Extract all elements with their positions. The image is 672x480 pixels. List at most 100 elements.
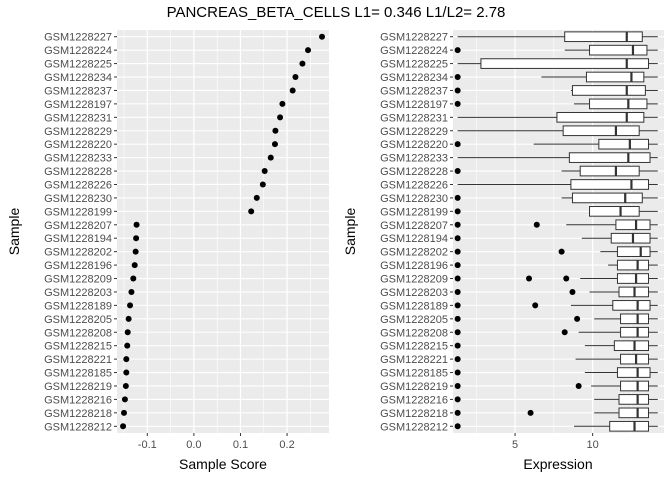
- y-tick-label: GSM1228212: [380, 421, 448, 433]
- y-axis-title: Sample: [342, 208, 358, 256]
- y-tick-label: GSM1228199: [44, 206, 112, 218]
- y-tick-label: GSM1228202: [44, 247, 112, 259]
- y-tick-label: GSM1228203: [44, 287, 112, 299]
- y-tick-label: GSM1228220: [380, 139, 448, 151]
- score-point: [279, 100, 286, 107]
- box-outlier: [454, 315, 461, 322]
- y-tick-label: GSM1228203: [380, 287, 448, 299]
- y-tick-label: GSM1228233: [44, 153, 112, 165]
- y-tick-label: GSM1228225: [44, 59, 112, 71]
- y-tick-label: GSM1228229: [380, 126, 448, 138]
- y-tick-label: GSM1228230: [44, 193, 112, 205]
- box-outlier: [533, 221, 540, 228]
- box-outlier: [454, 396, 461, 403]
- box-outlier: [454, 248, 461, 255]
- box-iqr: [609, 420, 649, 432]
- y-tick-label: GSM1228228: [44, 166, 112, 178]
- expression-panel: 5 10GSM1228227GSM1228224GSM1228225GSM1228…: [342, 30, 664, 472]
- score-point: [133, 221, 140, 228]
- box-outlier: [561, 329, 568, 336]
- y-tick-label: GSM1228199: [380, 206, 448, 218]
- box-outlier: [454, 87, 461, 94]
- x-tick-label: 0.2: [279, 439, 294, 451]
- score-point: [261, 168, 268, 175]
- box-outlier: [454, 302, 461, 309]
- score-point: [125, 315, 132, 322]
- box-iqr: [618, 394, 649, 405]
- x-tick-label: -0.1: [138, 439, 157, 451]
- box-iqr: [579, 165, 640, 177]
- box-outlier: [454, 369, 461, 376]
- score-point: [289, 87, 296, 94]
- score-point: [272, 127, 279, 134]
- box-outlier: [563, 275, 570, 282]
- y-tick-label: GSM1228189: [44, 300, 112, 312]
- box-outlier: [575, 382, 582, 389]
- score-point: [130, 275, 137, 282]
- y-tick-label: GSM1228197: [380, 99, 448, 111]
- score-point: [259, 181, 266, 188]
- score-point: [271, 141, 278, 148]
- score-point: [299, 60, 306, 67]
- score-point: [123, 356, 130, 363]
- box-iqr: [598, 138, 649, 150]
- box-iqr: [620, 326, 649, 338]
- y-tick-label: GSM1228234: [380, 72, 448, 84]
- y-tick-label: GSM1228194: [44, 233, 112, 245]
- score-point: [122, 382, 129, 389]
- box-iqr: [562, 125, 640, 137]
- box-iqr: [620, 353, 649, 365]
- score-point: [131, 262, 138, 269]
- score-point: [120, 409, 127, 416]
- score-point: [267, 154, 274, 161]
- box-outlier: [454, 275, 461, 282]
- box-outlier: [454, 329, 461, 336]
- y-tick-label: GSM1228226: [44, 179, 112, 191]
- y-tick-label: GSM1228196: [44, 260, 112, 272]
- box-iqr: [556, 111, 645, 123]
- score-point: [120, 423, 127, 430]
- score-point: [132, 248, 139, 255]
- y-tick-label: GSM1228237: [380, 85, 448, 97]
- box-outlier: [454, 235, 461, 242]
- y-tick-label: GSM1228229: [44, 126, 112, 138]
- box-outlier: [569, 288, 576, 295]
- score-point: [277, 114, 284, 121]
- x-tick-label: 5: [512, 439, 518, 451]
- x-tick-label: 10: [587, 439, 599, 451]
- y-tick-label: GSM1228215: [44, 341, 112, 353]
- box-outlier: [454, 288, 461, 295]
- y-tick-label: GSM1228224: [44, 45, 112, 57]
- score-point: [319, 33, 326, 40]
- box-iqr: [610, 232, 651, 244]
- box-outlier: [454, 382, 461, 389]
- panel-background: [453, 30, 664, 433]
- box-outlier: [454, 208, 461, 215]
- y-tick-label: GSM1228209: [380, 274, 448, 286]
- box-iqr: [612, 300, 651, 311]
- figure-title: PANCREAS_BETA_CELLS L1= 0.346 L1/L2= 2.7…: [167, 4, 506, 21]
- box-outlier: [454, 342, 461, 349]
- score-point: [121, 396, 128, 403]
- y-axis-title: Sample: [6, 208, 22, 256]
- y-tick-label: GSM1228221: [380, 354, 448, 366]
- y-tick-label: GSM1228185: [44, 368, 112, 380]
- y-tick-label: GSM1228197: [44, 99, 112, 111]
- box-outlier: [454, 100, 461, 107]
- box-outlier: [532, 302, 539, 309]
- box-iqr: [570, 179, 649, 190]
- y-tick-label: GSM1228208: [44, 327, 112, 339]
- box-iqr: [615, 219, 651, 231]
- box-outlier: [574, 315, 581, 322]
- box-outlier: [454, 74, 461, 81]
- y-tick-label: GSM1228237: [44, 85, 112, 97]
- y-tick-label: GSM1228216: [44, 394, 112, 406]
- box-iqr: [589, 206, 640, 217]
- box-outlier: [454, 356, 461, 363]
- box-iqr: [480, 58, 649, 69]
- y-tick-label: GSM1228189: [380, 300, 448, 312]
- x-tick-label: 0.1: [233, 439, 248, 451]
- y-tick-label: GSM1228226: [380, 179, 448, 191]
- box-iqr: [616, 259, 649, 271]
